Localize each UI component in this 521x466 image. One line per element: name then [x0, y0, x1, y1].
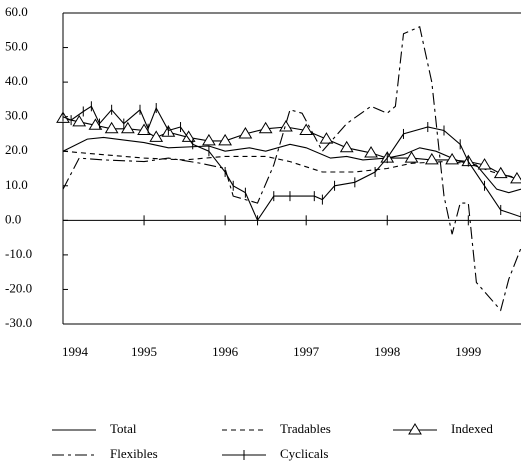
y-tick-label: 50.0 — [5, 39, 28, 54]
y-tick-label: -20.0 — [5, 280, 32, 295]
marker — [445, 152, 459, 165]
series-line — [62, 150, 521, 180]
legend-label: Indexed — [451, 421, 493, 436]
marker — [493, 166, 508, 179]
y-tick-label: -10.0 — [5, 246, 32, 261]
marker — [202, 133, 216, 146]
marker — [339, 140, 354, 153]
series-line — [62, 105, 521, 222]
marker — [218, 133, 233, 146]
x-tick-label: 1994 — [62, 344, 89, 359]
x-tick-label: 1997 — [293, 344, 320, 359]
x-tick-label: 1999 — [455, 344, 481, 359]
y-tick-label: 30.0 — [5, 108, 28, 123]
legend-item: Cyclicals — [222, 446, 328, 461]
marker — [72, 114, 87, 127]
y-tick-label: -30.0 — [5, 315, 32, 330]
y-tick-label: 60.0 — [5, 4, 28, 19]
marker — [88, 118, 103, 130]
legend-item: Flexibles — [52, 446, 158, 461]
marker — [149, 130, 164, 142]
series-line — [62, 136, 521, 194]
y-tick-label: 40.0 — [5, 73, 28, 88]
legend-item: Tradables — [222, 421, 331, 436]
marker — [404, 151, 419, 163]
marker — [364, 145, 378, 158]
marker — [510, 171, 521, 184]
x-tick-label: 1996 — [212, 344, 239, 359]
marker — [299, 123, 314, 135]
legend-item: Indexed — [393, 421, 493, 436]
marker — [408, 423, 422, 435]
y-tick-label: 0.0 — [5, 211, 21, 226]
marker — [477, 158, 492, 170]
legend-label: Cyclicals — [280, 446, 328, 461]
legend-label: Total — [110, 421, 137, 436]
marker — [319, 132, 334, 144]
x-tick-label: 1998 — [374, 344, 400, 359]
y-tick-label: 10.0 — [5, 177, 28, 192]
y-tick-label: 20.0 — [5, 142, 28, 157]
marker — [279, 120, 293, 132]
marker — [104, 121, 119, 134]
marker — [238, 126, 253, 139]
legend-label: Tradables — [280, 421, 331, 436]
marker — [137, 123, 151, 135]
legend-label: Flexibles — [110, 446, 158, 461]
series-line — [62, 26, 521, 312]
legend-item: Total — [52, 421, 137, 436]
marker — [181, 130, 196, 142]
marker — [258, 121, 273, 134]
marker — [120, 121, 135, 134]
x-tick-label: 1995 — [131, 344, 157, 359]
marker — [424, 152, 439, 165]
